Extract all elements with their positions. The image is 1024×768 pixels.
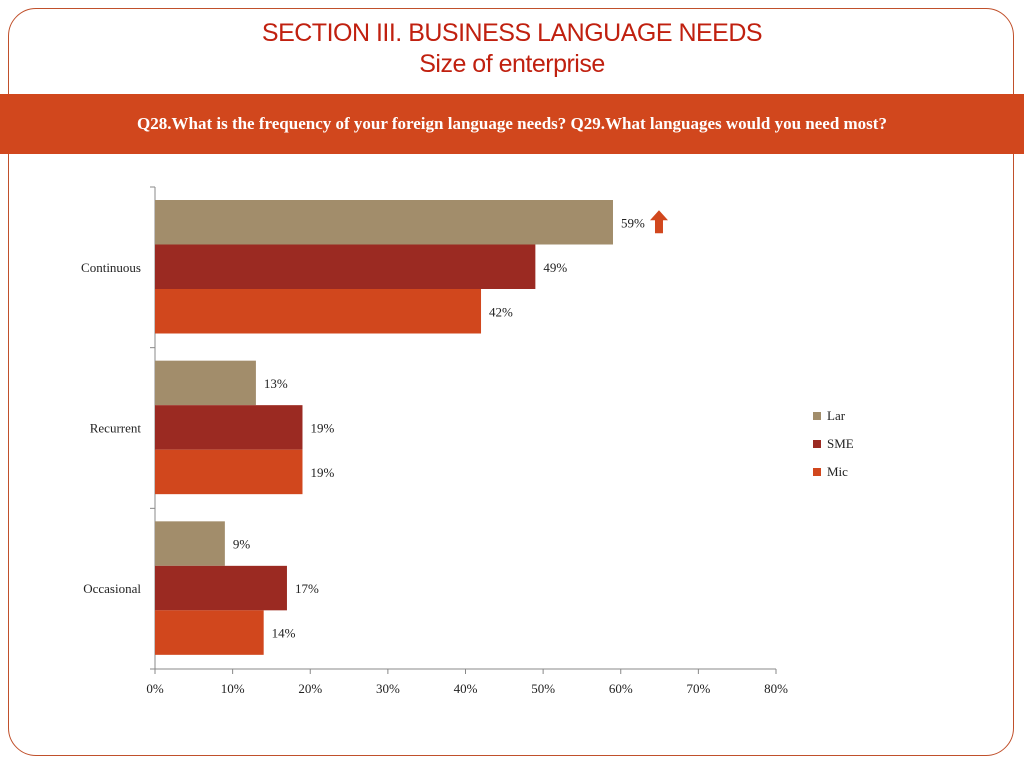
x-tick-label: 50% (531, 681, 555, 696)
data-label: 14% (272, 626, 296, 641)
x-tick-label: 30% (376, 681, 400, 696)
bar-sme-recurrent (155, 405, 303, 450)
legend-swatch (813, 440, 821, 448)
data-label: 19% (310, 420, 334, 435)
bar-mic-continuous (155, 289, 482, 334)
bar-lar-continuous (155, 200, 613, 245)
x-tick-label: 0% (146, 681, 164, 696)
x-tick-label: 60% (609, 681, 633, 696)
bar-lar-occasional (155, 521, 225, 566)
data-label: 17% (295, 581, 319, 596)
legend-label: SME (827, 436, 854, 451)
x-tick-label: 20% (298, 681, 322, 696)
bar-lar-recurrent (155, 360, 256, 406)
category-label: Occasional (83, 581, 141, 596)
legend-swatch (813, 468, 821, 476)
data-label: 49% (543, 260, 567, 275)
title-line-2: Size of enterprise (419, 50, 605, 78)
x-tick-label: 80% (764, 681, 788, 696)
data-label: 42% (489, 304, 513, 319)
x-tick-label: 70% (686, 681, 710, 696)
legend-item-mic: Mic (813, 458, 854, 486)
bar-sme-occasional (155, 565, 287, 611)
question-banner: Q28.What is the frequency of your foreig… (0, 94, 1024, 154)
category-label: Continuous (81, 260, 141, 275)
question-text: Q28.What is the frequency of your foreig… (137, 114, 887, 133)
bar-mic-recurrent (155, 449, 303, 495)
bar-mic-occasional (155, 610, 264, 655)
category-label: Recurrent (90, 420, 142, 435)
data-label: 19% (310, 465, 334, 480)
slide-title: SECTION III. BUSINESS LANGUAGE NEEDS Siz… (0, 18, 1024, 80)
bar-sme-continuous (155, 244, 536, 289)
title-line-1: SECTION III. BUSINESS LANGUAGE NEEDS (261, 19, 763, 47)
legend-label: Lar (827, 408, 846, 423)
legend-item-lar: Lar (813, 402, 854, 430)
legend-item-sme: SME (813, 430, 854, 458)
chart-legend: Lar SME Mic (813, 402, 854, 486)
legend-swatch (813, 412, 821, 420)
x-tick-label: 40% (454, 681, 478, 696)
legend-label: Mic (827, 464, 848, 479)
data-label: 13% (264, 376, 288, 391)
x-tick-label: 10% (221, 681, 245, 696)
data-label: 9% (233, 537, 251, 552)
data-label: 59% (621, 215, 645, 230)
up-arrow-icon (649, 210, 668, 234)
